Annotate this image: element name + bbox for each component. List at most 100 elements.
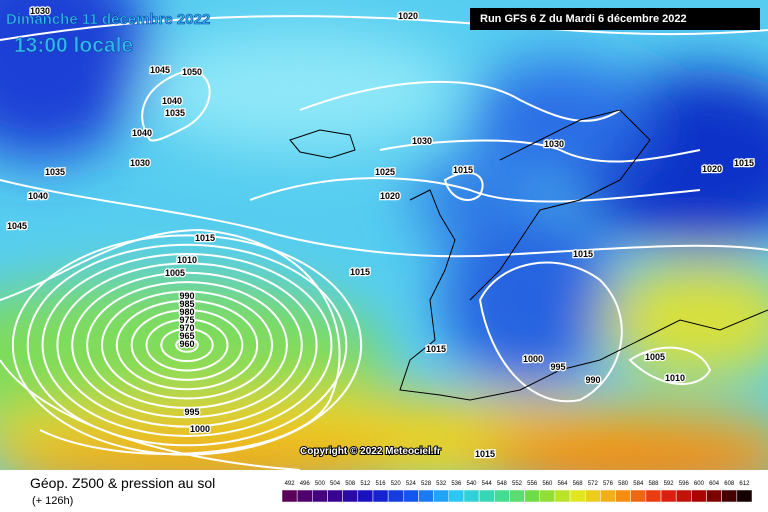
isobar-label: 1005 (645, 352, 665, 362)
isobar (56, 262, 318, 428)
colorbar-label: 612 (739, 481, 750, 487)
colorbar-swatch (433, 489, 450, 503)
colorbar-swatch (660, 489, 677, 503)
colorbar-swatch (584, 489, 601, 503)
colorbar-label: 576 (603, 481, 614, 487)
colorbar-label: 528 (421, 481, 432, 487)
isobar-label: 1020 (398, 11, 418, 21)
colorbar-label: 568 (573, 481, 584, 487)
isobar-label: 990 (179, 291, 194, 301)
colorbar-label: 604 (709, 481, 720, 487)
colorbar-label: 608 (724, 481, 735, 487)
isobar-label: 1040 (132, 128, 152, 138)
isobar-label: 995 (550, 362, 565, 372)
colorbar-swatch (448, 489, 465, 503)
colorbar-swatch (509, 489, 525, 503)
isobar-label: 1030 (544, 139, 564, 149)
colorbar-swatch (478, 489, 495, 503)
colorbar-swatch (524, 489, 540, 503)
colorbar-label: 564 (557, 481, 568, 487)
colorbar-swatch (312, 489, 328, 503)
isobar-label: 1045 (150, 65, 170, 75)
isobar (115, 299, 259, 391)
colorbar-label: 496 (300, 481, 311, 487)
isobar (86, 281, 288, 409)
isobar (175, 337, 199, 353)
isobar-label: 960 (179, 339, 194, 349)
isobar-label: 980 (179, 307, 194, 317)
isobar-label: 1010 (665, 373, 685, 383)
colorbar-swatch (645, 489, 662, 503)
colorbar-swatch (691, 489, 707, 503)
isobar-label: 995 (184, 407, 199, 417)
isobar-label: 1005 (165, 268, 185, 278)
isobar-label: 1040 (28, 191, 48, 201)
isobar-label: 975 (179, 315, 194, 325)
isobar-label: 1040 (162, 96, 182, 106)
isobar (160, 327, 214, 363)
colorbar-label: 560 (542, 481, 553, 487)
isobar (26, 243, 348, 447)
isobar (145, 318, 229, 372)
colorbar-swatch (327, 489, 343, 503)
colorbar-label: 580 (618, 481, 629, 487)
isobar-label: 1030 (412, 136, 432, 146)
isobar-label: 1050 (182, 67, 202, 77)
colorbar-label: 500 (315, 481, 326, 487)
isobar (130, 309, 244, 381)
colorbar-label: 552 (512, 481, 523, 487)
footer-subtitle: (+ 126h) (32, 495, 73, 507)
colorbar-label: 600 (694, 481, 705, 487)
isobar-label: 1000 (523, 354, 543, 364)
colorbar-swatch (463, 489, 480, 503)
isobar-label: 1035 (45, 167, 65, 177)
colorbar-swatch (387, 489, 404, 503)
isobar (71, 271, 303, 419)
isobar-label: 1010 (177, 255, 197, 265)
copyright: Copyright © 2022 Meteociel.fr (300, 446, 441, 457)
colorbar-label: 512 (360, 481, 371, 487)
colorbar-label: 516 (376, 481, 387, 487)
colorbar-swatch (281, 489, 298, 503)
colorbar-label: 520 (391, 481, 402, 487)
colorbar-label: 532 (436, 481, 447, 487)
isobar-label: 985 (179, 299, 194, 309)
isobar-label: 1015 (734, 158, 754, 168)
colorbar-label: 572 (588, 481, 599, 487)
colorbar-swatch (675, 489, 692, 503)
map-field (0, 0, 768, 470)
isobar-label: 1020 (380, 191, 400, 201)
colorbar-label: 556 (527, 481, 538, 487)
colorbar-swatch (403, 489, 419, 503)
colorbar-swatch (539, 489, 556, 503)
colorbar-label: 584 (633, 481, 644, 487)
colorbar-swatch (615, 489, 631, 503)
time: 13:00 locale (14, 34, 133, 57)
isobar-label: 1020 (702, 164, 722, 174)
isobar-label: 1015 (426, 344, 446, 354)
colorbar-label: 540 (467, 481, 478, 487)
isobar (41, 253, 333, 437)
colorbar-swatch (706, 489, 722, 503)
run-box (470, 8, 760, 30)
colorbar-label: 504 (330, 481, 341, 487)
colorbar-swatch (342, 489, 359, 503)
colorbar-swatch (721, 489, 738, 503)
colorbar-label: 592 (664, 481, 675, 487)
isobar-label: 1030 (130, 158, 150, 168)
colorbar-label: 596 (679, 481, 690, 487)
isobar-label: 1015 (475, 449, 495, 459)
colorbar-label: 508 (345, 481, 356, 487)
isobar-label: 1015 (350, 267, 370, 277)
colorbar-swatch (296, 489, 313, 503)
isobar-label: 970 (179, 323, 194, 333)
isobar-label: 1015 (453, 165, 473, 175)
isobar (100, 290, 274, 400)
colorbar-swatch (600, 489, 616, 503)
colorbar-label: 524 (406, 481, 417, 487)
colorbar-swatch (372, 489, 389, 503)
date: Dimanche 11 décembre 2022 (6, 11, 210, 28)
isobar-label: 990 (585, 375, 600, 385)
colorbar-label: 544 (482, 481, 493, 487)
